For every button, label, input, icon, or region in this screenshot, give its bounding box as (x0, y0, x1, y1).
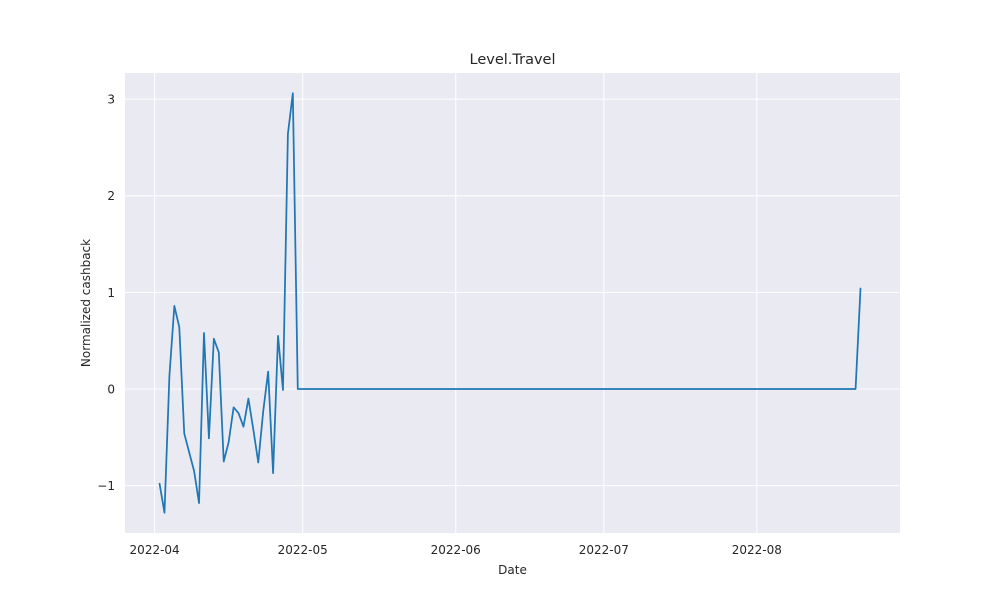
y-tick-label: 1 (107, 286, 115, 300)
plot-area (125, 73, 900, 533)
x-tick-label: 2022-06 (431, 543, 481, 557)
y-tick-label: 0 (107, 383, 115, 397)
x-tick-label: 2022-05 (278, 543, 328, 557)
series-line (158, 92, 862, 514)
x-tick-label: 2022-04 (130, 543, 180, 557)
y-tick-label: 2 (107, 189, 115, 203)
x-tick-label: 2022-07 (579, 543, 629, 557)
y-tick-label: −1 (97, 479, 115, 493)
x-tick-label: 2022-08 (732, 543, 782, 557)
y-tick-label: 3 (107, 93, 115, 107)
y-tick-labels: −1 0 1 2 3 (97, 93, 115, 494)
chart-title: Level.Travel (470, 52, 556, 68)
grid (125, 73, 900, 533)
x-axis-label: Date (498, 563, 527, 577)
y-axis-label: Normalized cashback (79, 239, 93, 367)
x-tick-labels: 2022-04 2022-05 2022-06 2022-07 2022-08 (130, 543, 782, 557)
